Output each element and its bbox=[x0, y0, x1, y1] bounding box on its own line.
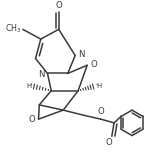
Text: O: O bbox=[90, 60, 97, 69]
Text: CH$_3$: CH$_3$ bbox=[5, 22, 21, 35]
Text: O: O bbox=[29, 115, 35, 124]
Text: H: H bbox=[96, 84, 101, 89]
Text: N: N bbox=[38, 70, 45, 79]
Text: ··: ·· bbox=[28, 81, 33, 90]
Text: O: O bbox=[55, 1, 62, 10]
Text: H: H bbox=[27, 84, 32, 89]
Text: ··: ·· bbox=[94, 81, 100, 90]
Text: N: N bbox=[78, 50, 85, 59]
Text: O: O bbox=[98, 107, 105, 116]
Text: O: O bbox=[105, 138, 112, 147]
